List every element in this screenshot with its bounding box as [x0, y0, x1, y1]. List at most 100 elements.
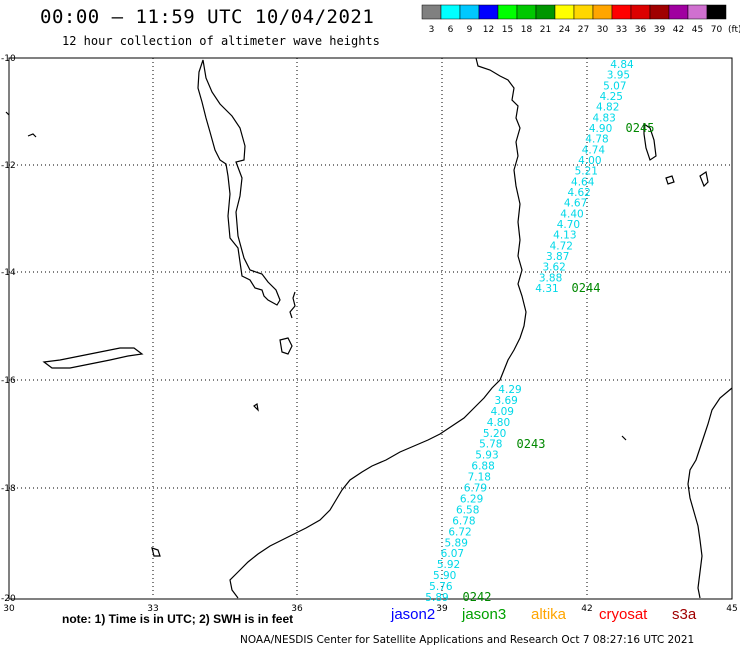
small-lake-2 [151, 547, 161, 557]
map-title: 00:00 – 11:59 UTC 10/04/2021 [40, 6, 375, 28]
lake-bit [5, 111, 10, 116]
lat-label: -10 [1, 54, 16, 64]
lon-label: 36 [291, 604, 303, 612]
lon-label: 39 [436, 604, 448, 612]
moheli [665, 175, 675, 185]
swh-value: 5.89 [425, 592, 448, 604]
lake-mweru [27, 133, 37, 138]
swh-value: 4.84 [610, 59, 634, 71]
river-segment [289, 291, 296, 319]
swh-value: 4.25 [600, 91, 623, 103]
map-frame [8, 57, 733, 600]
legend-label: 24 [559, 25, 571, 35]
swh-value: 4.70 [557, 219, 580, 231]
swh-value: 4.40 [560, 208, 583, 220]
satellite-jason2: jason2 [391, 606, 436, 623]
legend-label: 36 [635, 25, 647, 35]
swh-value: 4.00 [578, 155, 601, 167]
swh-value: 6.07 [441, 548, 464, 560]
swh-value: 5.21 [575, 166, 598, 178]
lon-label: 45 [726, 604, 737, 612]
legend-label: 39 [654, 25, 666, 35]
swh-value: 5.78 [479, 439, 502, 451]
swh-value: 6.58 [456, 504, 479, 516]
swh-value: 6.72 [448, 526, 471, 538]
swh-value: 6.78 [452, 515, 475, 527]
swh-value: 5.90 [433, 570, 456, 582]
swh-value: 5.76 [429, 581, 453, 593]
legend-label: 30 [597, 25, 609, 35]
lat-label: -18 [1, 484, 16, 494]
swh-value: 4.83 [592, 112, 615, 124]
swh-value: 4.13 [553, 230, 576, 242]
lon-label: 33 [147, 604, 158, 612]
legend-swatch-70 [706, 4, 727, 20]
satellite-s3a: s3a [672, 606, 697, 623]
lon-label: 30 [3, 604, 15, 612]
swh-value: 4.09 [491, 406, 514, 418]
legend-label: 9 [467, 25, 473, 35]
lat-label: -14 [1, 268, 16, 278]
footnote: note: 1) Time is in UTC; 2) SWH is in fe… [62, 612, 294, 626]
satellite-altika: altika [531, 606, 567, 623]
swh-value: 3.62 [542, 262, 565, 274]
credit-line: NOAA/NESDIS Center for Satellite Applica… [240, 634, 695, 646]
mayotte [699, 171, 709, 188]
pass-time-label: 0245 [626, 121, 655, 135]
satellite-cryosat: cryosat [599, 606, 648, 623]
swh-value: 3.88 [539, 272, 562, 284]
swh-value: 6.79 [464, 483, 487, 495]
pass-time-label: 0242 [463, 590, 492, 604]
legend-label: 45 [692, 25, 703, 35]
swh-value: 4.62 [567, 187, 590, 199]
swh-value: 3.69 [494, 395, 517, 407]
swh-value: 4.78 [585, 134, 608, 146]
pass-time-label: 0244 [572, 281, 601, 295]
legend-label: 21 [540, 25, 551, 35]
legend-label: 27 [578, 25, 589, 35]
grande-comore [643, 122, 657, 161]
pass-time-label: 0243 [517, 437, 546, 451]
lon-label: 42 [581, 604, 592, 612]
graticule [9, 58, 732, 598]
swh-value: 3.95 [607, 70, 630, 82]
legend-label: 18 [521, 25, 533, 35]
lat-label: -16 [1, 376, 16, 386]
swh-value: 4.74 [582, 144, 606, 156]
lake-chilwa [279, 337, 293, 355]
legend-label: 15 [502, 25, 513, 35]
island-small [621, 435, 627, 441]
coastlines [5, 57, 733, 599]
swh-value: 4.80 [487, 417, 510, 429]
legend-label: 6 [448, 25, 454, 35]
legend-label: 33 [616, 25, 627, 35]
swh-value: 4.82 [596, 102, 619, 114]
swh-value: 5.07 [603, 80, 626, 92]
swh-value: 5.93 [475, 450, 498, 462]
legend-label: 12 [483, 25, 494, 35]
legend-unit: (ft) [728, 25, 740, 35]
altimeter-tracks: 4.843.955.074.254.824.834.904.784.744.00… [425, 59, 654, 604]
swh-value: 5.20 [483, 428, 506, 440]
swh-value: 4.31 [535, 283, 558, 295]
small-lake [253, 402, 259, 412]
swh-value: 4.67 [564, 198, 587, 210]
swh-value: 5.92 [437, 559, 460, 571]
swh-value: 5.89 [445, 537, 468, 549]
legend-label: 70 [711, 25, 723, 35]
swh-value: 6.29 [460, 493, 483, 505]
legend-label: 3 [429, 25, 435, 35]
african-coast [229, 57, 527, 599]
swh-value: 4.72 [550, 240, 573, 252]
legend-label: 42 [673, 25, 684, 35]
swh-value: 7.18 [468, 472, 491, 484]
swh-value: 4.29 [498, 384, 521, 396]
madagascar-coast [687, 387, 733, 599]
satellite-jason3: jason3 [462, 606, 507, 623]
lake-malawi [197, 59, 281, 306]
swh-value: 6.88 [471, 461, 494, 473]
lat-label: -20 [1, 594, 16, 604]
lake-kariba [42, 347, 144, 369]
